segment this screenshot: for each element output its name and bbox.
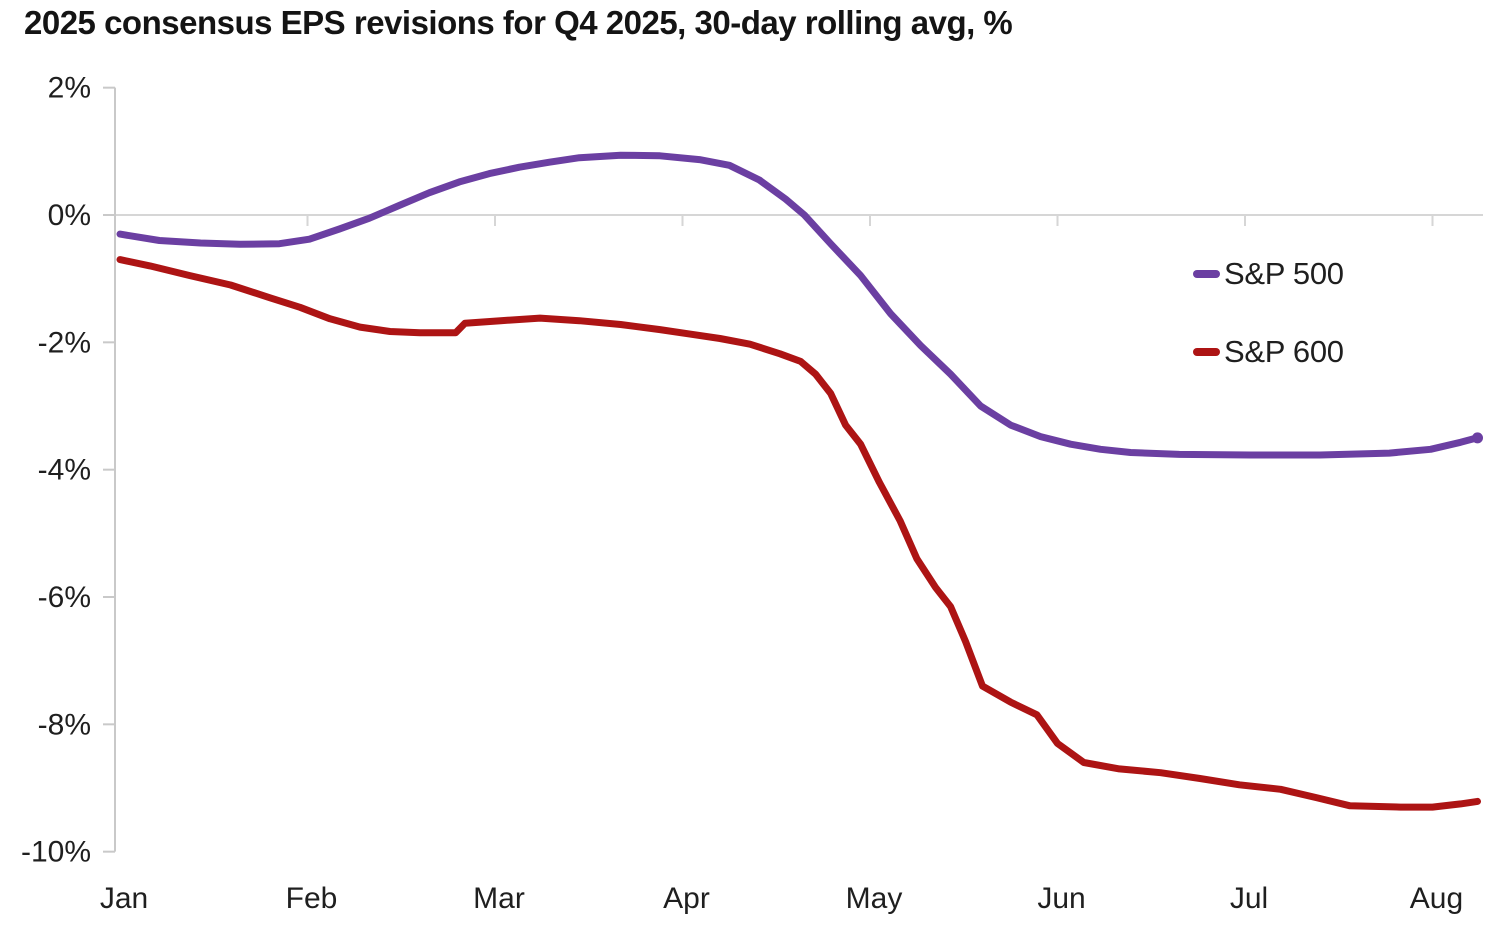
y-tick-label: -4% (38, 454, 91, 487)
sp600-line-swatch (1193, 348, 1220, 356)
series-end-dot (1472, 432, 1483, 444)
y-tick-label: 2% (48, 72, 91, 105)
x-tick-label: Jan (100, 882, 148, 915)
series-line-s-p-500 (116, 151, 1481, 459)
legend-item-sp500: S&P 500 (1193, 256, 1344, 292)
x-tick-label: Aug (1410, 882, 1463, 915)
x-tick-label: Jun (1037, 882, 1085, 915)
legend-item-sp600: S&P 600 (1193, 334, 1344, 370)
y-tick-label: -6% (38, 581, 91, 614)
legend-label-sp500: S&P 500 (1224, 256, 1344, 291)
x-tick-label: May (846, 882, 903, 915)
legend-label-sp600: S&P 600 (1224, 334, 1344, 369)
chart-title: 2025 consensus EPS revisions for Q4 2025… (24, 4, 1013, 41)
x-tick-label: Mar (473, 882, 525, 915)
series-line-s-p-600 (116, 256, 1481, 811)
legend: S&P 500 S&P 600 (1193, 256, 1344, 370)
x-tick-label: Jul (1230, 882, 1268, 915)
x-tick-label: Feb (286, 882, 338, 915)
y-tick-label: -2% (38, 326, 91, 359)
x-tick-label: Apr (663, 882, 710, 915)
y-tick-label: -8% (38, 708, 91, 741)
y-tick-label: 0% (48, 199, 91, 232)
y-tick-label: -10% (21, 836, 91, 869)
sp500-line-swatch (1193, 270, 1220, 278)
